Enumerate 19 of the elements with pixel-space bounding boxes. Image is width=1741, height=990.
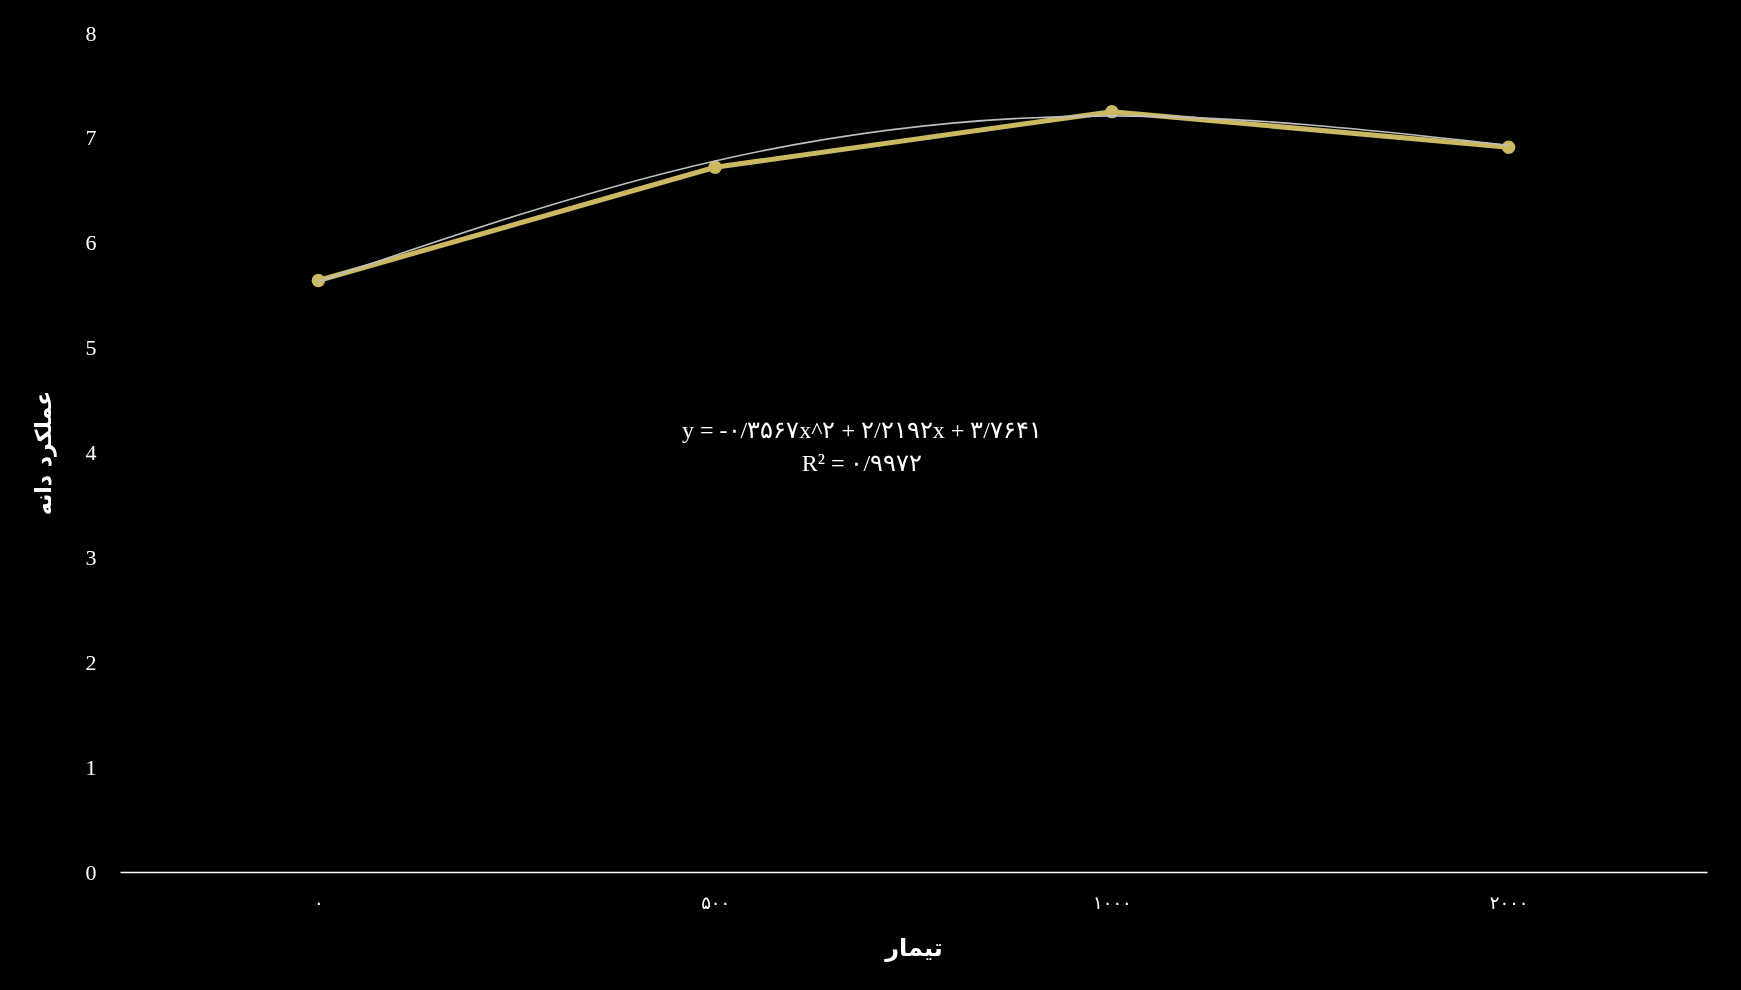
y-tick-label: 6 [85,230,97,256]
point [1501,140,1516,155]
y-tick-label: 0 [85,859,97,885]
annotation: R² = ۰/۹۹۷۲ [801,450,923,476]
x-tick-label: ۵۰۰ [701,891,731,913]
y-axis-title: عملکرد دانه [30,390,57,516]
y-tick-label: 1 [85,754,97,780]
x-tick-label: ۲۰۰۰ [1489,891,1529,913]
y-tick-label: 8 [85,20,97,46]
y-tick-label: 2 [85,649,97,675]
point [708,160,722,174]
x-tick-label: ۱۰۰۰ [1093,891,1132,913]
x-axis-title: تیمار [884,933,943,962]
y-tick-label: 7 [85,125,97,151]
y-tick-label: 3 [85,544,97,570]
y-tick-label: 5 [85,335,97,361]
y-tick-label: 4 [85,440,97,465]
x-tick-label: ۰ [314,891,324,913]
annotation: y = -۰/۳۵۶۷x^۲ + ۲/۲۱۹۲x + ۳/۷۶۴۱ [681,417,1042,443]
